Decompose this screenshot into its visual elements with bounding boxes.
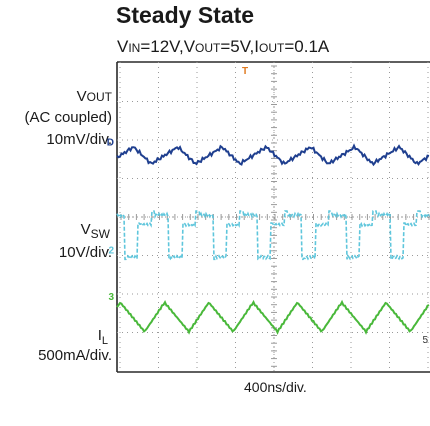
vsw-trace bbox=[116, 210, 430, 262]
vsw-label: VSW bbox=[80, 221, 110, 241]
marker-layer: D 2 3 T 5 bbox=[107, 66, 429, 346]
channel-marker-ch1: D bbox=[107, 137, 114, 148]
vsw-scale: 10V/div. bbox=[58, 244, 112, 261]
vout-scale: 10mV/div. bbox=[46, 131, 112, 148]
edge-marker: 5 bbox=[422, 335, 428, 346]
channel-marker-ch2: 2 bbox=[108, 246, 114, 257]
vout-label: VOUT bbox=[76, 88, 112, 105]
chart-title: Steady State bbox=[116, 2, 255, 28]
il-label: IL bbox=[97, 327, 108, 347]
il-trace bbox=[116, 299, 430, 335]
chart-subtitle: VIN=12V,VOUT=5V,IOUT=0.1A bbox=[117, 37, 330, 56]
vout-note: (AC coupled) bbox=[24, 109, 112, 126]
channel-marker-ch3: 3 bbox=[108, 292, 114, 303]
trigger-marker: T bbox=[242, 66, 248, 77]
trace-layer bbox=[116, 143, 430, 335]
il-scale: 500mA/div. bbox=[38, 347, 112, 364]
vout-trace bbox=[116, 143, 430, 167]
timebase-label: 400ns/div. bbox=[244, 379, 307, 395]
